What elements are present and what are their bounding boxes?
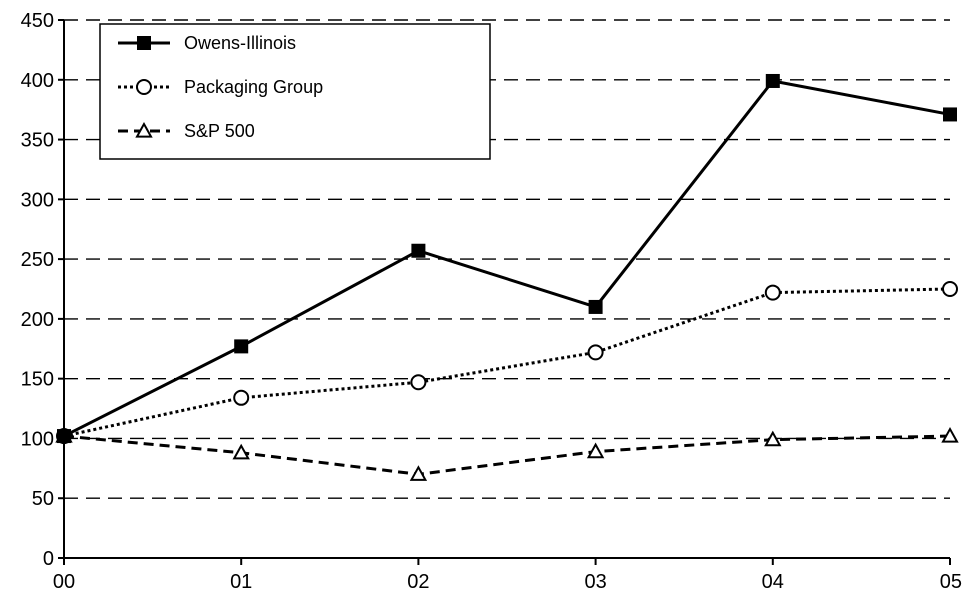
series-s-p-500 (55, 426, 959, 481)
data-point-04 (764, 284, 781, 301)
x-tick-label: 01 (230, 571, 252, 593)
data-point-legend (135, 121, 153, 138)
series-lines (55, 73, 959, 481)
series-line (63, 287, 951, 438)
data-point-03 (588, 299, 603, 314)
y-tick-label: 450 (21, 10, 54, 32)
y-tick-label: 350 (21, 130, 54, 152)
series-owens-illinois (57, 73, 957, 444)
legend-entry: S&P 500 (118, 121, 255, 141)
series-line (63, 434, 951, 476)
legend-label: Packaging Group (184, 77, 323, 97)
x-tick-label: 03 (584, 571, 606, 593)
data-point-03 (586, 442, 605, 459)
data-point-legend (136, 79, 152, 95)
data-point-05 (941, 426, 959, 443)
y-tick-label: 150 (21, 369, 54, 391)
legend-label: S&P 500 (184, 121, 255, 141)
y-tick-label: 200 (21, 309, 54, 331)
y-tick-label: 250 (21, 249, 54, 271)
x-tick-label: 02 (407, 571, 429, 593)
y-tick-label: 0 (43, 548, 54, 570)
data-point-02 (409, 465, 428, 481)
y-tick-label: 100 (21, 428, 54, 450)
y-tick-label: 50 (32, 488, 54, 510)
data-point-02 (410, 374, 427, 391)
x-tick-label: 05 (940, 571, 962, 593)
data-point-05 (943, 107, 957, 122)
series-packaging-group (56, 281, 958, 445)
data-point-01 (232, 443, 250, 460)
data-point-05 (942, 281, 958, 297)
data-point-02 (411, 243, 426, 258)
legend-box (99, 23, 491, 160)
series-line (63, 79, 951, 438)
x-tick-label: 00 (53, 571, 75, 593)
y-tick-label: 400 (21, 70, 54, 92)
data-point-04 (765, 73, 780, 88)
data-point-04 (764, 430, 782, 447)
legend-label: Owens-Illinois (184, 33, 296, 53)
axes: 0 50 100 150 200 250 300 350 400 450 00 01 02 03 04 05 (21, 10, 962, 593)
data-point-01 (234, 339, 249, 354)
legend-entry: Packaging Group (118, 77, 323, 97)
legend: Owens-Illinois Packaging Group S&P 500 (99, 23, 491, 160)
x-tick-label: 04 (762, 571, 784, 593)
y-tick-label: 300 (21, 189, 54, 211)
data-point-01 (233, 389, 250, 406)
legend-entry: Owens-Illinois (118, 33, 296, 53)
data-point-legend (137, 36, 151, 50)
data-point-03 (587, 344, 604, 361)
data-point-00 (57, 429, 71, 444)
